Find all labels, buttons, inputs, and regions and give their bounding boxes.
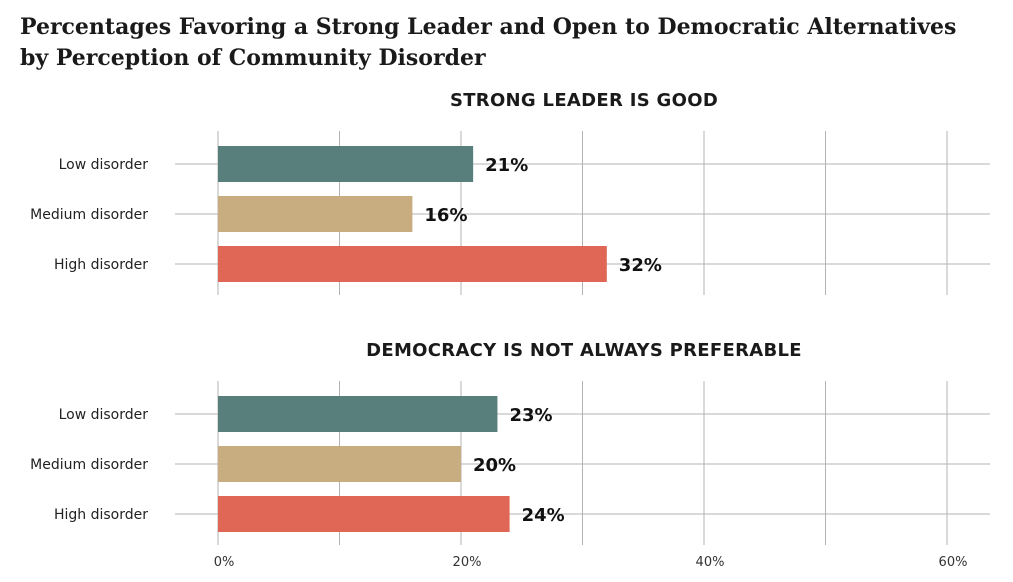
chart-title-line-1: Percentages Favoring a Strong Leader and… bbox=[20, 14, 957, 40]
bar bbox=[218, 146, 474, 182]
bar bbox=[218, 246, 607, 282]
value-label: 16% bbox=[424, 205, 467, 226]
category-label: Low disorder bbox=[59, 157, 149, 173]
value-label: 23% bbox=[509, 405, 552, 426]
chart-title-line-2: by Perception of Community Disorder bbox=[20, 45, 486, 71]
bar bbox=[218, 196, 413, 232]
x-tick-label: 60% bbox=[939, 555, 968, 570]
panel-title: STRONG LEADER IS GOOD bbox=[450, 90, 718, 111]
bar bbox=[218, 396, 498, 432]
value-label: 20% bbox=[473, 455, 516, 476]
value-label: 32% bbox=[619, 255, 662, 276]
bar bbox=[218, 446, 461, 482]
category-label: Medium disorder bbox=[30, 457, 148, 473]
x-tick-label: 40% bbox=[696, 555, 725, 570]
value-label: 24% bbox=[522, 505, 565, 526]
category-label: High disorder bbox=[54, 507, 148, 523]
category-label: Medium disorder bbox=[30, 207, 148, 223]
category-label: Low disorder bbox=[59, 407, 149, 423]
panel-title: DEMOCRACY IS NOT ALWAYS PREFERABLE bbox=[366, 340, 802, 361]
value-label: 21% bbox=[485, 155, 528, 176]
chart-title: Percentages Favoring a Strong Leader and… bbox=[20, 12, 1000, 74]
x-tick-label: 20% bbox=[453, 555, 482, 570]
category-label: High disorder bbox=[54, 257, 148, 273]
x-tick-label: 0% bbox=[214, 555, 235, 570]
bar bbox=[218, 496, 510, 532]
